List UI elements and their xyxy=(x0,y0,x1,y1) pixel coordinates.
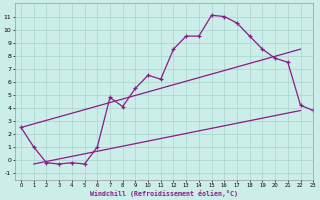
X-axis label: Windchill (Refroidissement éolien,°C): Windchill (Refroidissement éolien,°C) xyxy=(90,190,238,197)
